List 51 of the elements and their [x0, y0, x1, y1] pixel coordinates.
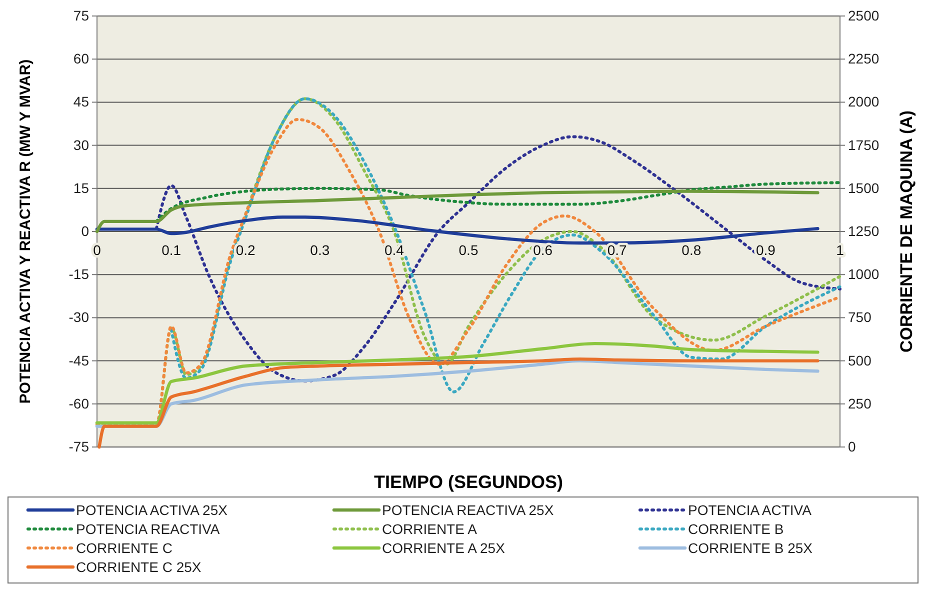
legend-label: CORRIENTE A 25X	[382, 540, 506, 556]
y-axis-title: POTENCIA ACTIVA Y REACTIVA R (MW Y MVAR)	[17, 59, 34, 404]
x-tick-label: 0.5	[458, 242, 478, 258]
x-tick-label: 0.8	[682, 242, 702, 258]
x-tick-label: 1	[836, 242, 844, 258]
legend-label: POTENCIA ACTIVA	[688, 502, 812, 518]
y-tick-label: -30	[68, 309, 90, 326]
x-tick-label: 0	[93, 242, 102, 258]
y-tick-label: -45	[68, 352, 90, 368]
legend-label: CORRIENTE C 25X	[76, 559, 202, 575]
x-axis-title: TIEMPO (SEGUNDOS)	[374, 472, 564, 492]
line-series	[95, 359, 820, 428]
y2-tick-label: 250	[848, 395, 872, 412]
legend-label: POTENCIA REACTIVA 25X	[382, 502, 554, 518]
y2-tick-label: 1500	[848, 180, 880, 196]
y2-tick-label: 750	[848, 309, 872, 326]
y-tick-label: 60	[73, 50, 90, 67]
x-tick-label: 0.1	[162, 242, 182, 258]
x-tick-label: 0.9	[756, 242, 776, 258]
y-tick-label: 45	[73, 94, 90, 110]
y2-tick-label: 2250	[848, 50, 880, 67]
line-series	[95, 342, 820, 424]
y2-tick-label: 2500	[848, 7, 880, 24]
y2-axis-title: CORRIENTE DE MAQUINA (A)	[897, 110, 916, 353]
legend-label: POTENCIA REACTIVA	[76, 521, 220, 537]
y2-tick-label: 500	[848, 352, 872, 368]
y2-tick-label: 0	[848, 438, 856, 454]
x-tick-label: 0.2	[236, 242, 256, 258]
line-series	[95, 216, 820, 245]
line-series	[95, 190, 820, 234]
legend-label: CORRIENTE A	[382, 521, 478, 537]
y-tick-label: -75	[68, 438, 90, 454]
y-tick-label: 15	[73, 180, 90, 196]
y-tick-label: 75	[73, 7, 90, 24]
x-tick-label: 0.3	[310, 242, 330, 258]
y-tick-label: -15	[68, 266, 90, 282]
y2-tick-label: 1750	[848, 136, 880, 153]
y-tick-label: 30	[73, 136, 90, 153]
y-tick-label: 0	[81, 222, 90, 239]
legend-label: CORRIENTE B 25X	[688, 540, 814, 556]
line-series	[154, 135, 842, 382]
y2-tick-label: 2000	[848, 94, 880, 110]
y2-tick-label: 1250	[848, 222, 880, 239]
legend-label: CORRIENTE B	[688, 521, 784, 537]
legend-label: POTENCIA ACTIVA 25X	[76, 502, 228, 518]
y2-tick-label: 1000	[848, 266, 880, 282]
line-series	[154, 181, 842, 223]
x-tick-label: 0.4	[384, 242, 404, 258]
legend-label: CORRIENTE C	[76, 540, 172, 556]
line-series	[98, 357, 820, 449]
y-tick-label: -60	[68, 395, 90, 412]
